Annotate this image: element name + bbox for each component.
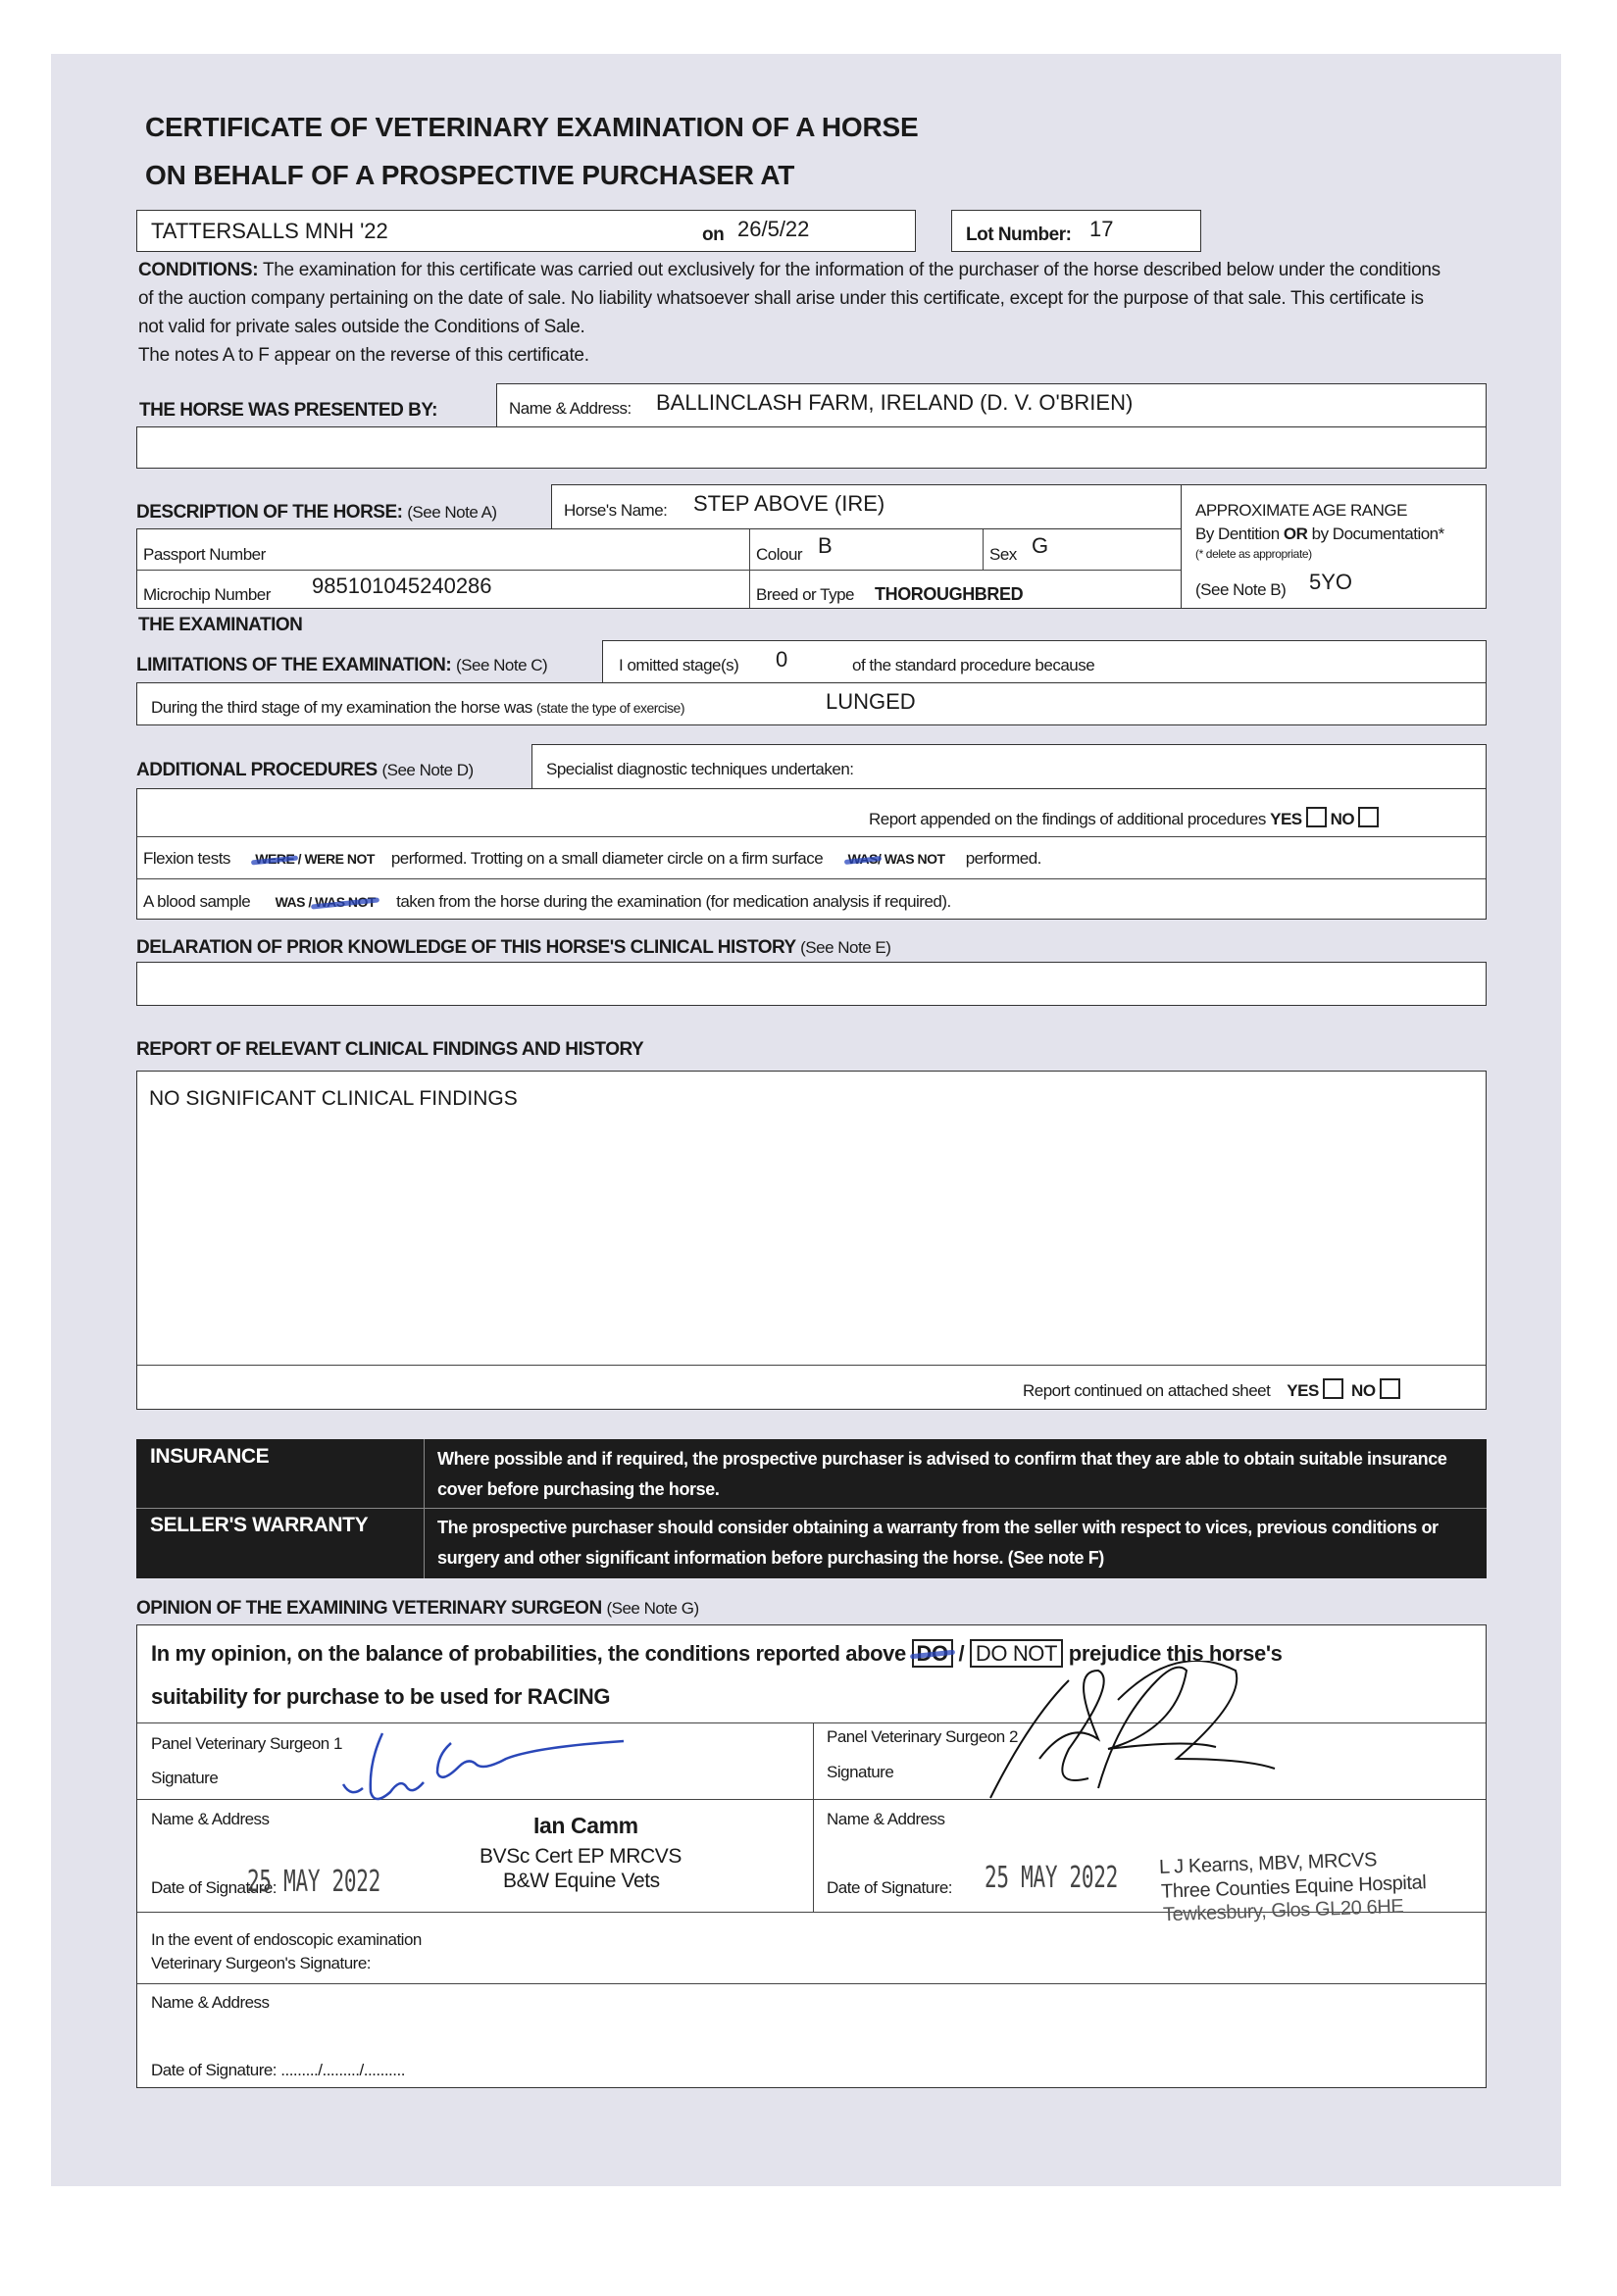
report-label: REPORT OF RELEVANT CLINICAL FINDINGS AND…	[136, 1039, 644, 1060]
surgeon1-quals: BVSc Cert EP MRCVS	[480, 1845, 682, 1868]
endoscopic-line-2: Veterinary Surgeon's Signature:	[151, 1954, 372, 1972]
surgeon1-signature	[341, 1732, 625, 1801]
surgeon2-signature	[989, 1661, 1276, 1799]
title-line-2: ON BEHALF OF A PROSPECTIVE PURCHASER AT	[145, 160, 795, 190]
continued-no-checkbox[interactable]	[1379, 1378, 1400, 1399]
presenter-address-box	[136, 426, 1487, 469]
surgeon2-signature-label: Signature	[827, 1763, 894, 1781]
surgeon1-title: Panel Veterinary Surgeon 1	[151, 1734, 342, 1753]
opinion-label: OPINION OF THE EXAMINING VETERINARY SURG…	[136, 1598, 699, 1619]
do-struck: DO	[911, 1639, 953, 1668]
omitted-value: 0	[776, 647, 788, 672]
continued-yes-checkbox[interactable]	[1322, 1378, 1343, 1399]
limitations-label: LIMITATIONS OF THE EXAMINATION: (See Not…	[136, 655, 548, 675]
opinion-text: In my opinion, on the balance of probabi…	[151, 1639, 1283, 1668]
blood-row: A blood sample WAS / WAS NOT taken from …	[143, 892, 951, 911]
insurance-text: Where possible and if required, the pros…	[437, 1449, 1447, 1499]
flexion-row: Flexion tests WERE / WERE NOT performed.…	[143, 849, 1041, 868]
declaration-label: DELARATION OF PRIOR KNOWLEDGE OF THIS HO…	[136, 937, 891, 958]
presenter-name-label: Name & Address:	[509, 399, 632, 418]
insurance-warranty-panel: INSURANCE Where possible and if required…	[136, 1439, 1487, 1578]
breed-label: Breed or Type	[756, 585, 854, 604]
was-not-struck: WAS NOT	[315, 894, 376, 910]
omitted-suffix: of the standard procedure because	[852, 656, 1095, 674]
sale-date: 26/5/22	[737, 217, 810, 241]
sale-box: TATTERSALLS MNH '22 on 26/5/22	[136, 210, 916, 252]
title-line-1: CERTIFICATE OF VETERINARY EXAMINATION OF…	[145, 112, 919, 142]
microchip-value: 985101045240286	[312, 574, 492, 598]
age-box: APPROXIMATE AGE RANGE By Dentition OR by…	[1181, 484, 1487, 609]
presented-label: THE HORSE WAS PRESENTED BY:	[139, 400, 437, 421]
endoscopic-line-1: In the event of endoscopic examination	[151, 1930, 422, 1949]
conditions-body: The examination for this certificate was…	[138, 260, 1440, 337]
description-grid: Passport Number Colour B Sex G Microchip…	[136, 528, 1182, 609]
surgeon1-practice: B&W Equine Vets	[503, 1870, 660, 1892]
sex-label: Sex	[989, 545, 1017, 564]
surgeon2-name-label: Name & Address	[827, 1810, 945, 1828]
age-delete-note: (* delete as appropriate)	[1195, 547, 1312, 561]
passport-label: Passport Number	[143, 545, 266, 564]
lot-label: Lot Number:	[966, 225, 1072, 245]
findings-text: NO SIGNIFICANT CLINICAL FINDINGS	[149, 1087, 518, 1110]
third-stage-value: LUNGED	[826, 689, 916, 714]
age-title: APPROXIMATE AGE RANGE	[1195, 501, 1407, 520]
surgeon1-date-stamp: 25 MAY 2022	[247, 1865, 380, 1899]
report-box: NO SIGNIFICANT CLINICAL FINDINGS Report …	[136, 1071, 1487, 1410]
colour-value: B	[818, 533, 833, 558]
sale-name: TATTERSALLS MNH '22	[151, 219, 388, 243]
horse-name: STEP ABOVE (IRE)	[693, 491, 885, 516]
do-not-selected: DO NOT	[969, 1639, 1064, 1668]
lot-number: 17	[1089, 217, 1114, 241]
report-continued: Report continued on attached sheet YES N…	[1023, 1378, 1404, 1401]
lot-box: Lot Number: 17	[951, 210, 1201, 252]
surgeon2-date-stamp: 25 MAY 2022	[985, 1861, 1118, 1895]
conditions-text: CONDITIONS: The examination for this cer…	[138, 256, 1452, 370]
age-method: By Dentition OR by Documentation*	[1195, 524, 1444, 543]
examination-label: THE EXAMINATION	[138, 615, 303, 635]
report-appended-no-checkbox[interactable]	[1358, 807, 1380, 827]
specialist-box: Specialist diagnostic techniques underta…	[531, 744, 1487, 789]
description-label: DESCRIPTION OF THE HORSE: (See Note A)	[136, 502, 497, 523]
warranty-label: SELLER'S WARRANTY	[150, 1514, 369, 1536]
surgeon1-name: Ian Camm	[533, 1813, 638, 1838]
surgeon1-date-label: Date of Signature:	[151, 1878, 278, 1897]
horse-name-box: Horse's Name: STEP ABOVE (IRE)	[551, 484, 1182, 529]
was-struck: WAS	[847, 851, 879, 867]
conditions-notes: The notes A to F appear on the reverse o…	[138, 345, 589, 366]
insurance-label: INSURANCE	[150, 1445, 270, 1468]
sale-on-label: on	[702, 225, 725, 245]
declaration-box	[136, 962, 1487, 1006]
endoscopic-name-label: Name & Address	[151, 1993, 270, 2012]
report-appended-label: Report appended on the findings of addit…	[869, 807, 1383, 829]
omitted-label: I omitted stage(s)	[619, 656, 739, 674]
colour-label: Colour	[756, 545, 803, 564]
additional-grid: Report appended on the findings of addit…	[136, 788, 1487, 920]
presenter-name: BALLINCLASH FARM, IRELAND (D. V. O'BRIEN…	[656, 390, 1134, 415]
opinion-line-2: suitability for purchase to be used for …	[151, 1684, 611, 1709]
surgeon2-title: Panel Veterinary Surgeon 2	[827, 1727, 1018, 1746]
conditions-label: CONDITIONS:	[138, 260, 259, 280]
warranty-text: The prospective purchaser should conside…	[437, 1518, 1439, 1568]
sex-value: G	[1032, 533, 1049, 558]
report-appended-yes-checkbox[interactable]	[1305, 807, 1327, 827]
presenter-box: Name & Address: BALLINCLASH FARM, IRELAN…	[496, 383, 1487, 427]
third-stage-box: During the third stage of my examination…	[136, 682, 1487, 725]
microchip-label: Microchip Number	[143, 585, 271, 604]
opinion-box: In my opinion, on the balance of probabi…	[136, 1624, 1487, 2088]
additional-label: ADDITIONAL PROCEDURES (See Note D)	[136, 760, 474, 780]
surgeon1-name-label: Name & Address	[151, 1810, 270, 1828]
specialist-label: Specialist diagnostic techniques underta…	[546, 760, 854, 778]
endoscopic-date-label: Date of Signature: ........./........./.…	[151, 2061, 405, 2079]
breed-value: THOROUGHBRED	[875, 584, 1024, 604]
were-struck: WERE	[255, 851, 295, 867]
third-stage-label: During the third stage of my examination…	[151, 698, 684, 717]
age-value: 5YO	[1309, 570, 1353, 594]
surgeon1-signature-label: Signature	[151, 1769, 219, 1787]
horse-name-label: Horse's Name:	[564, 501, 668, 520]
omitted-box: I omitted stage(s) 0 of the standard pro…	[602, 640, 1487, 683]
surgeon2-date-label: Date of Signature:	[827, 1878, 953, 1897]
age-note: (See Note B)	[1195, 580, 1287, 599]
